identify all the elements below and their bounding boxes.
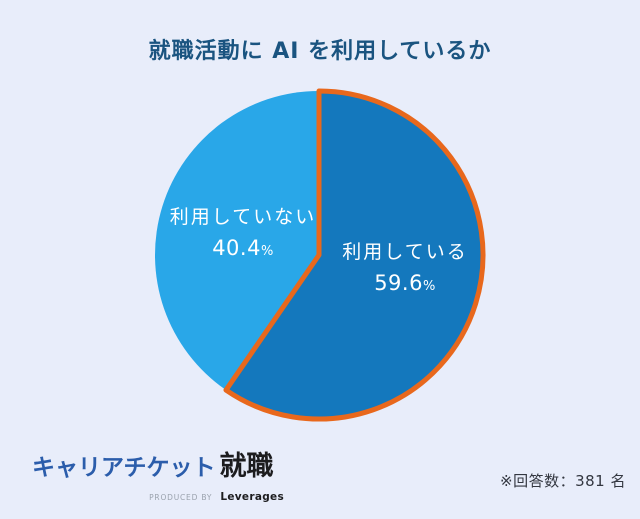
slice-label-using: 利用している 59.6% (342, 237, 467, 300)
percent-sign: % (260, 244, 274, 260)
percent-sign: % (422, 279, 436, 295)
pie-slice-using (223, 88, 486, 422)
logo-career-ticket-text: キャリアチケット (32, 455, 216, 481)
respondent-count-note: ※回答数：381 名 (500, 472, 626, 490)
slice-label-not-using-value: 40.4% (212, 236, 274, 261)
leverages-text: Leverages (220, 491, 284, 503)
logo-shushoku-text: 就職 (219, 451, 274, 482)
slice-label-not-using: 利用していない 40.4% (170, 202, 316, 265)
logo-wordmark: キャリアチケット 就職 (32, 444, 284, 483)
chart-title: 就職活動に AI を利用しているか (148, 39, 492, 64)
logo-byline: PRODUCED BY Leverages (32, 485, 284, 504)
slice-label-using-name: 利用している (342, 241, 468, 263)
pie-slices (155, 88, 486, 422)
career-ticket-logo: キャリアチケット 就職 PRODUCED BY Leverages (32, 444, 284, 504)
slice-label-not-using-name: 利用していない (169, 206, 317, 228)
pie-slice-not-using (155, 90, 319, 391)
slice-label-using-value: 59.6% (374, 271, 436, 296)
produced-by-text: PRODUCED BY (149, 493, 213, 502)
